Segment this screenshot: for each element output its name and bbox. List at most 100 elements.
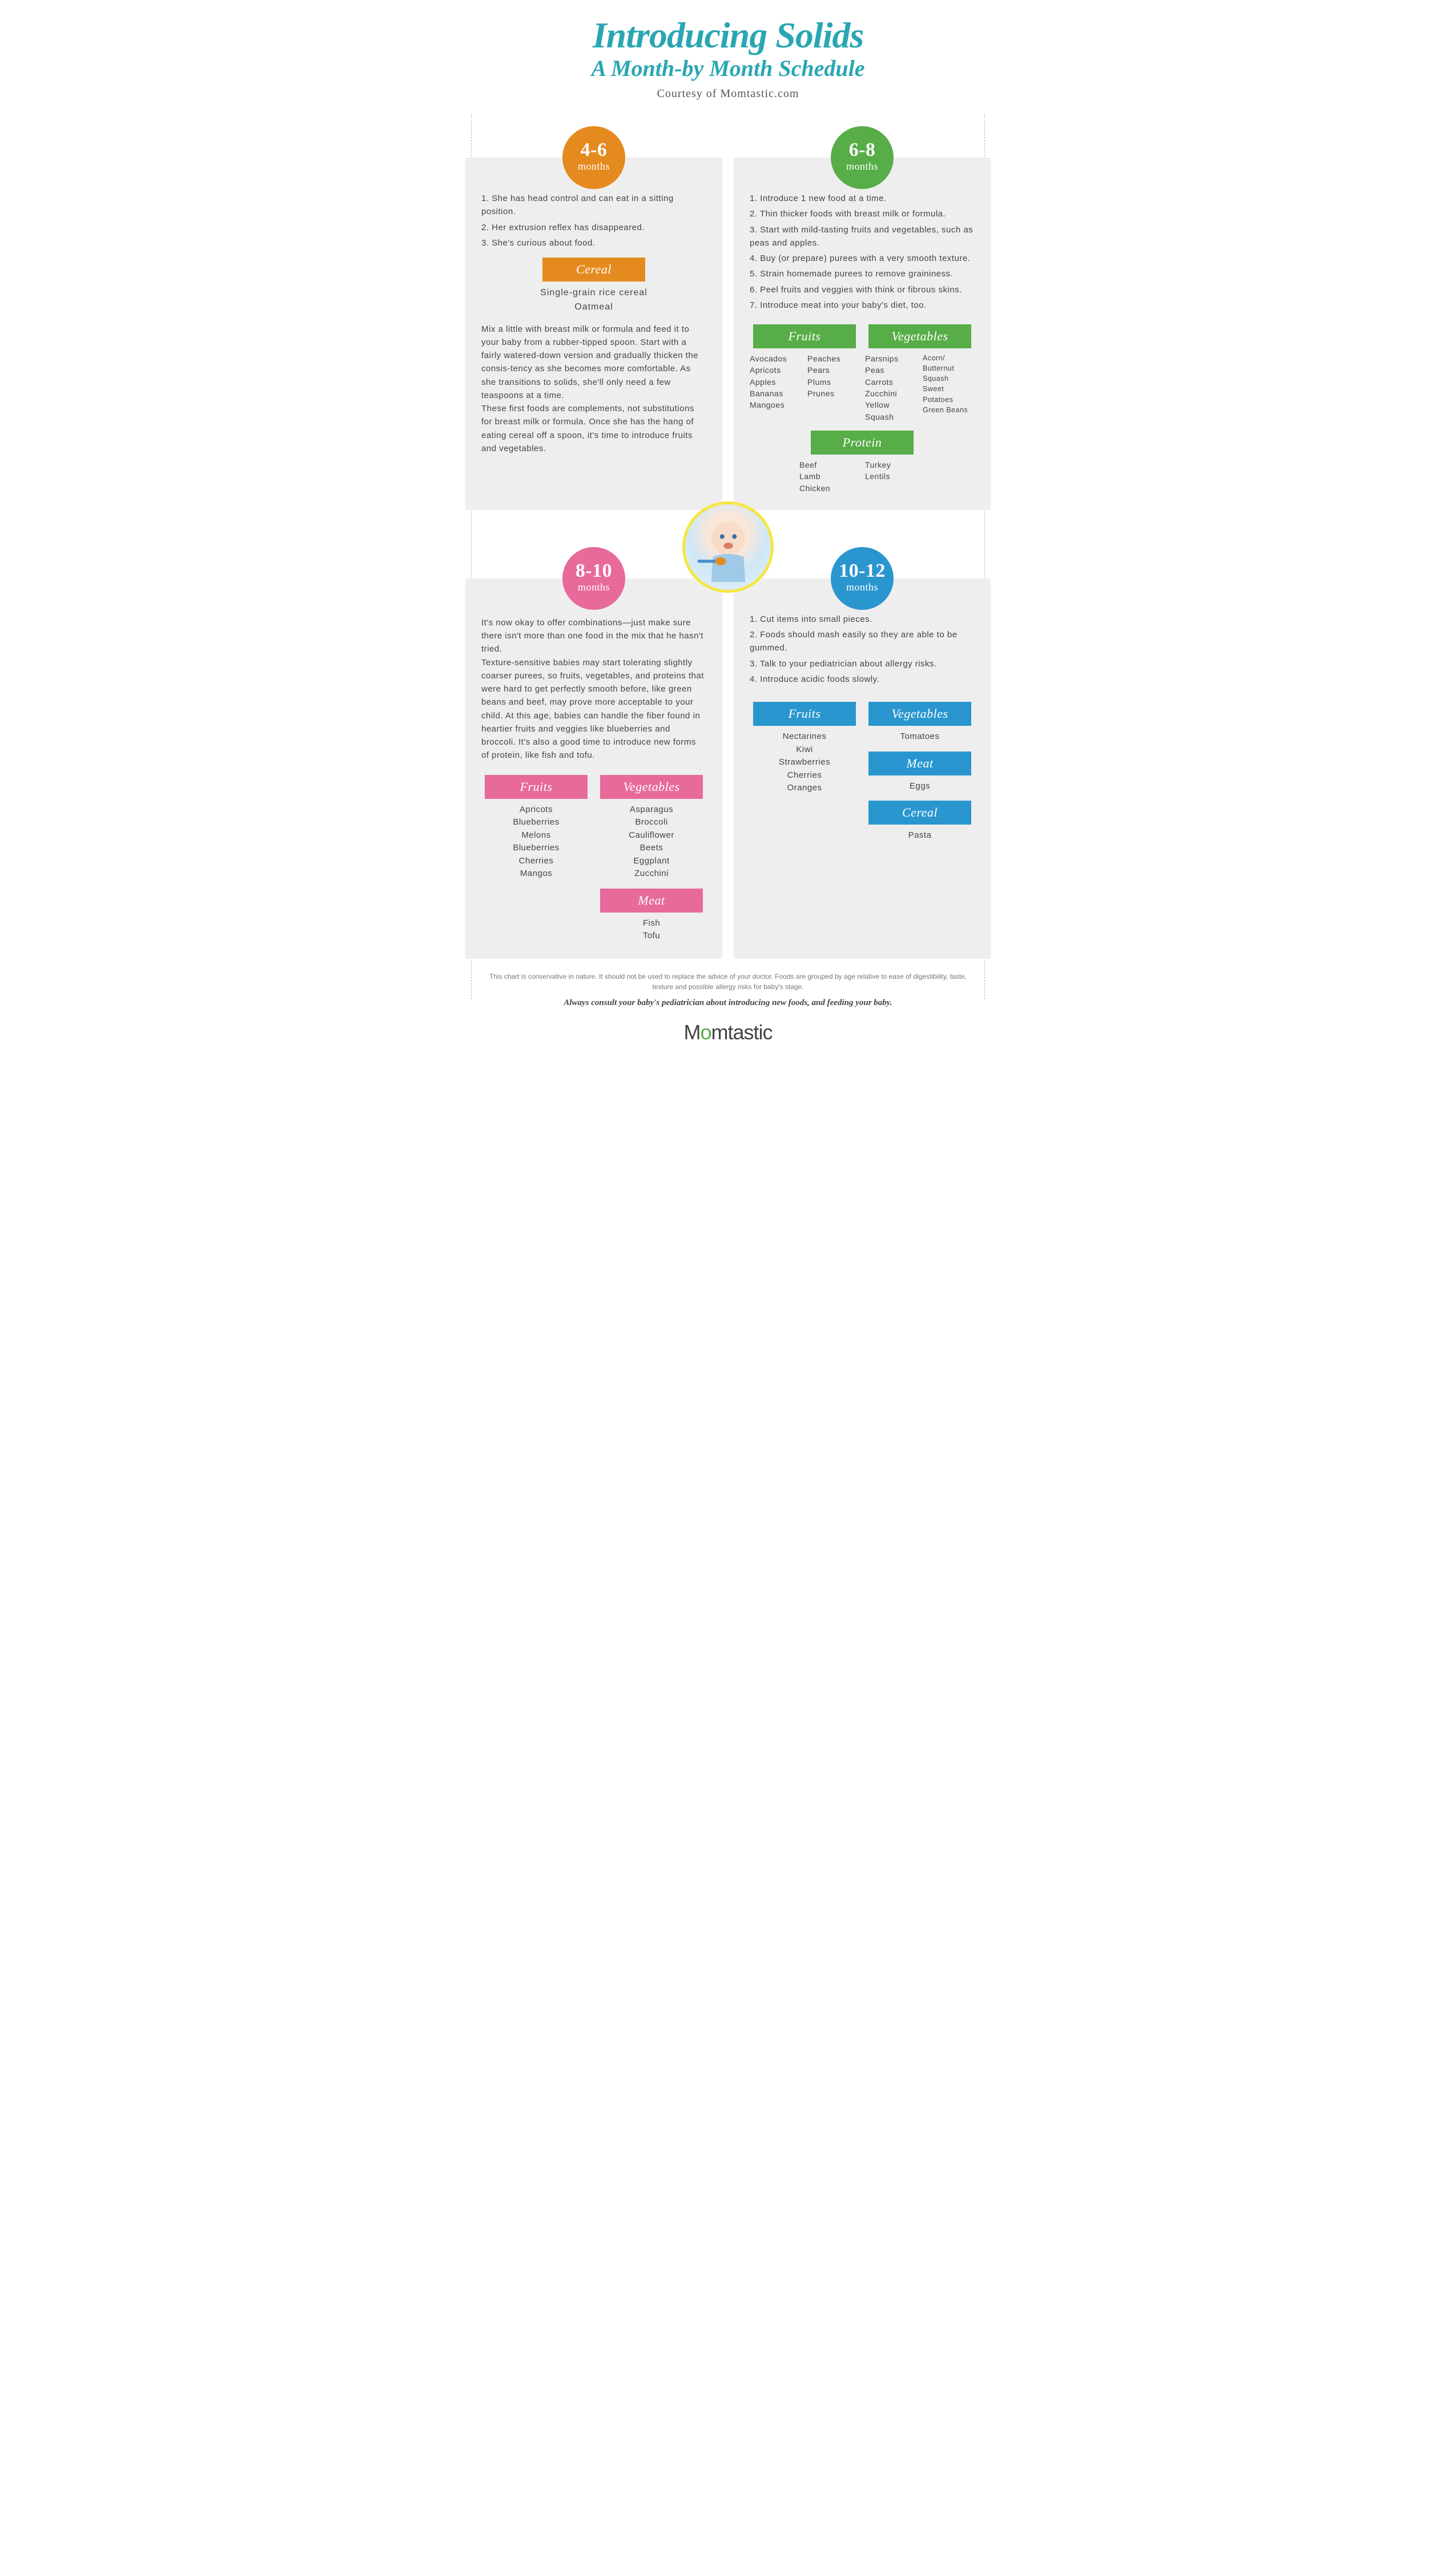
food: Single-grain rice cereal	[481, 286, 706, 300]
badge-months: months	[846, 580, 878, 596]
col: Beef Lamb Chicken	[799, 459, 859, 494]
point: 2. Foods should mash easily so they are …	[750, 628, 975, 655]
panel3-body: It's now okay to offer combinations—just…	[481, 616, 706, 762]
food: Plums	[807, 376, 859, 388]
badge-range: 6-8	[849, 140, 876, 160]
veg-label: Vegetables	[868, 324, 971, 348]
point: 4. Introduce acidic foods slowly.	[750, 673, 975, 686]
food: Green Beans	[923, 405, 975, 415]
food: Nectarines	[750, 730, 859, 744]
point: 3. Start with mild-tasting fruits and ve…	[750, 223, 975, 250]
cereal-label: Cereal	[868, 801, 971, 825]
veg-list: Tomatoes	[865, 730, 975, 744]
food: Lamb	[799, 471, 859, 482]
courtesy-line: Courtesy of Momtastic.com	[465, 87, 991, 101]
food: Sweet Potatoes	[923, 384, 975, 404]
food: Avocados	[750, 353, 802, 364]
fruits-label: Fruits	[753, 324, 856, 348]
fruits-label: Fruits	[753, 702, 856, 726]
panels-grid: 4-6 months 1. She has head control and c…	[465, 118, 991, 959]
footer: This chart is conservative in nature. It…	[465, 971, 991, 1010]
meat-label: Meat	[868, 751, 971, 775]
fruits-label: Fruits	[485, 775, 588, 799]
disclaimer: This chart is conservative in nature. It…	[482, 971, 974, 992]
panel-8-10: 8-10 months It's now okay to offer combi…	[465, 578, 722, 959]
col: Avocados Apricots Apples Bananas Mangoes	[750, 353, 802, 411]
point: 4. Buy (or prepare) purees with a very s…	[750, 252, 975, 265]
food: Chicken	[799, 483, 859, 494]
food: Fish	[597, 917, 706, 930]
cereal-label: Cereal	[542, 258, 645, 282]
col: Acorn/ Butternut Squash Sweet Potatoes G…	[923, 353, 975, 423]
logo-post: mtastic	[711, 1020, 773, 1044]
food: Zucchini	[865, 388, 917, 399]
food: Beets	[597, 842, 706, 855]
point: 3. Talk to your pediatrician about aller…	[750, 657, 975, 670]
food: Peas	[865, 364, 917, 376]
panel4-points: 1. Cut items into small pieces. 2. Foods…	[750, 613, 975, 686]
fruits-cols: Avocados Apricots Apples Bananas Mangoes…	[750, 353, 859, 411]
fruits-list: Nectarines Kiwi Strawberries Cherries Or…	[750, 730, 859, 795]
momtastic-logo: Momtastic	[465, 1020, 991, 1044]
point: 1. Cut items into small pieces.	[750, 613, 975, 626]
food: Melons	[481, 829, 591, 842]
point: 2. Her extrusion reflex has disappeared.	[481, 221, 706, 234]
logo-pre: M	[683, 1020, 700, 1044]
veg-list: Asparagus Broccoli Cauliflower Beets Egg…	[597, 803, 706, 881]
food: Mangos	[481, 867, 591, 881]
badge-range: 8-10	[576, 561, 612, 581]
meat-label: Meat	[600, 889, 703, 913]
veg-cols: Parsnips Peas Carrots Zucchini Yellow Sq…	[865, 353, 975, 423]
food: Cauliflower	[597, 829, 706, 842]
fruits-veg-row: Fruits Apricots Blueberries Melons Blueb…	[481, 767, 706, 943]
col: Turkey Lentils	[865, 459, 925, 494]
point: 6. Peel fruits and veggies with think or…	[750, 283, 975, 296]
food: Parsnips	[865, 353, 917, 364]
food: Yellow Squash	[865, 399, 917, 423]
point: 2. Thin thicker foods with breast milk o…	[750, 207, 975, 220]
badge-range: 4-6	[581, 140, 608, 160]
food: Zucchini	[597, 867, 706, 881]
food: Lentils	[865, 471, 925, 482]
food: Pears	[807, 364, 859, 376]
main-title: Introducing Solids	[465, 17, 991, 54]
protein-label: Protein	[811, 431, 914, 455]
food: Tofu	[597, 930, 706, 943]
food: Prunes	[807, 388, 859, 399]
fruits-veg-row: Fruits Avocados Apricots Apples Bananas …	[750, 316, 975, 423]
badge-months: months	[578, 159, 610, 175]
panel-4-6: 4-6 months 1. She has head control and c…	[465, 158, 722, 510]
header: Introducing Solids A Month-by Month Sche…	[465, 17, 991, 101]
logo-o: o	[700, 1020, 711, 1044]
subtitle: A Month-by Month Schedule	[465, 55, 991, 82]
meat-list: Fish Tofu	[597, 917, 706, 943]
badge-6-8: 6-8 months	[831, 126, 894, 189]
badge-range: 10-12	[839, 561, 886, 581]
food: Eggs	[865, 780, 975, 793]
food: Acorn/ Butternut Squash	[923, 353, 975, 384]
panel-10-12: 10-12 months 1. Cut items into small pie…	[734, 578, 991, 959]
badge-10-12: 10-12 months	[831, 547, 894, 610]
food: Pasta	[865, 829, 975, 842]
food: Strawberries	[750, 756, 859, 769]
food: Oranges	[750, 782, 859, 795]
food: Oatmeal	[481, 300, 706, 315]
food: Cherries	[481, 855, 591, 868]
food: Peaches	[807, 353, 859, 364]
food: Asparagus	[597, 803, 706, 817]
food: Kiwi	[750, 744, 859, 757]
protein-block: Protein Beef Lamb Chicken Turkey Lentils	[750, 431, 975, 494]
badge-months: months	[846, 159, 878, 175]
veg-label: Vegetables	[868, 702, 971, 726]
panel1-points: 1. She has head control and can eat in a…	[481, 192, 706, 250]
panel-6-8: 6-8 months 1. Introduce 1 new food at a …	[734, 158, 991, 510]
point: 1. Introduce 1 new food at a time.	[750, 192, 975, 205]
point: 7. Introduce meat into your baby's diet,…	[750, 299, 975, 312]
footer-emphasis: Always consult your baby's pediatrician …	[482, 996, 974, 1010]
food: Tomatoes	[865, 730, 975, 744]
fruits-list: Apricots Blueberries Melons Blueberries …	[481, 803, 591, 881]
first-foods: Single-grain rice cereal Oatmeal	[481, 286, 706, 315]
food: Apples	[750, 376, 802, 388]
food: Apricots	[481, 803, 591, 817]
food: Carrots	[865, 376, 917, 388]
